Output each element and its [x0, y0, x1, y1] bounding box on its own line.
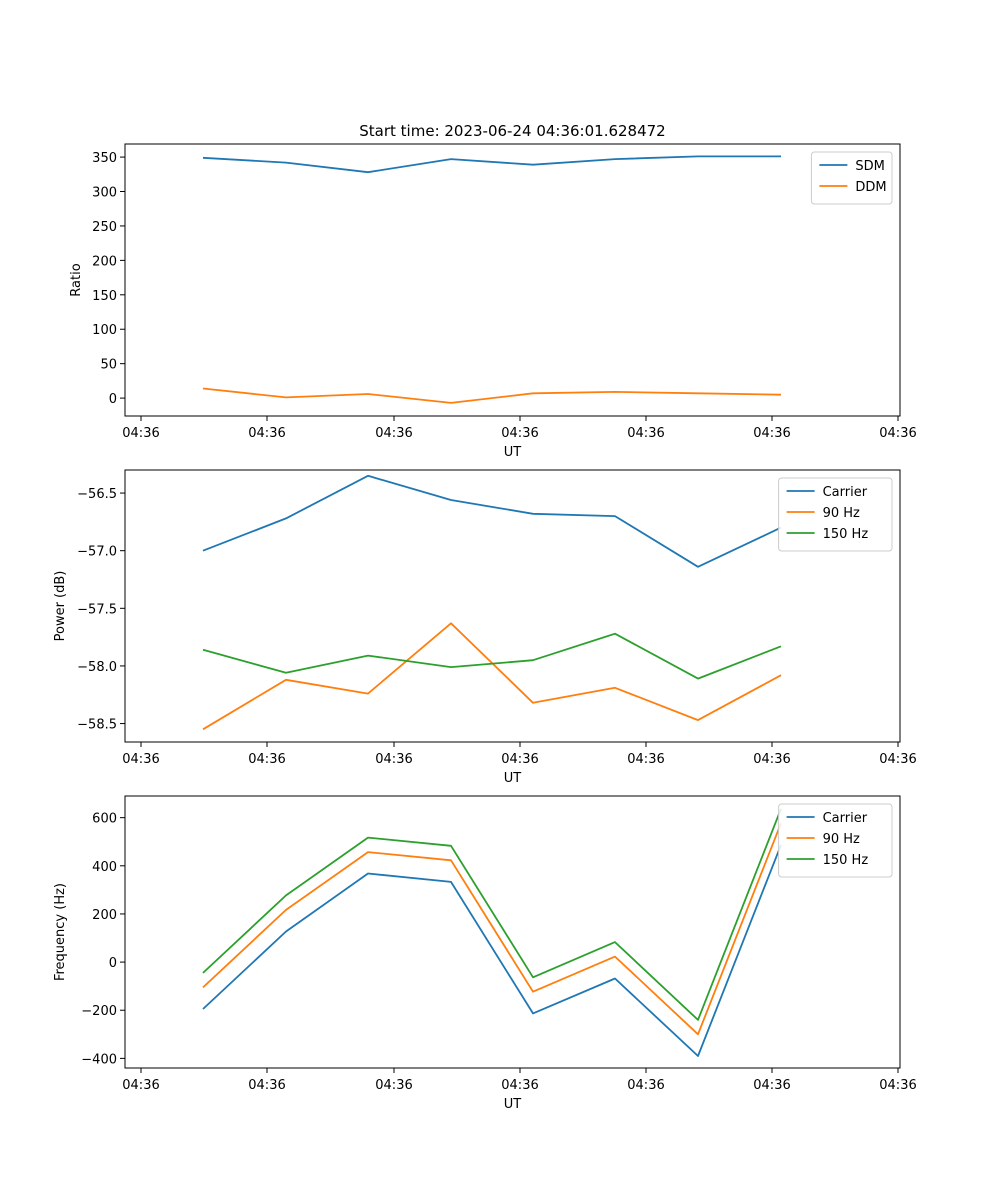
y-tick-label: −57.5 — [77, 602, 117, 617]
y-tick-label: 250 — [92, 220, 117, 235]
legend: SDM DDM — [810, 151, 893, 205]
legend-label: 90 Hz — [823, 506, 860, 521]
y-tick-label: 150 — [92, 289, 117, 304]
series-line-90-hz — [202, 822, 782, 1036]
x-tick-label: 04:36 — [879, 1078, 916, 1093]
x-tick-label: 04:36 — [879, 752, 916, 767]
y-tick-label: 200 — [92, 254, 117, 269]
axes-frame — [124, 795, 901, 1069]
x-tick-label: 04:36 — [879, 426, 916, 441]
y-axis-label: Frequency (Hz) — [53, 883, 68, 981]
y-tick-label: −57.0 — [77, 545, 117, 560]
y-tick-label: 300 — [92, 186, 117, 201]
series-line-carrier — [202, 474, 782, 568]
chart-panel-1: 04:36 04:36 04:36 04:36 04:36 04:36 04:36 UT 0 50… — [69, 143, 917, 460]
y-tick-label: −58.0 — [77, 660, 117, 675]
x-tick-label: 04:36 — [248, 1078, 285, 1093]
y-axis-label: Ratio — [69, 263, 84, 296]
y-tick-label: 200 — [92, 908, 117, 923]
y-tick-label: −58.5 — [77, 718, 117, 733]
x-tick-label: 04:36 — [627, 752, 664, 767]
x-axis-label: UT — [504, 771, 522, 786]
x-tick-label: 04:36 — [122, 426, 159, 441]
legend-label: DDM — [855, 180, 886, 195]
chart-panel-3: 04:36 04:36 04:36 04:36 04:36 04:36 04:36 UT −40… — [53, 795, 917, 1112]
series-line-150-hz — [202, 632, 782, 680]
x-axis-label: UT — [504, 445, 522, 460]
x-tick-label: 04:36 — [501, 426, 538, 441]
axes-container: 04:36 04:36 04:36 04:36 04:36 04:36 04:36 UT 0 50… — [53, 143, 917, 1112]
x-tick-label: 04:36 — [501, 752, 538, 767]
y-tick-label: −200 — [81, 1004, 117, 1019]
x-tick-label: 04:36 — [753, 752, 790, 767]
x-tick-label: 04:36 — [375, 1078, 412, 1093]
x-tick-label: 04:36 — [248, 426, 285, 441]
y-tick-label: 0 — [109, 956, 117, 971]
series-line-carrier — [202, 844, 782, 1057]
axes-frame — [124, 143, 901, 417]
series-line-ddm — [202, 387, 782, 404]
series-line-sdm — [202, 155, 781, 174]
x-tick-label: 04:36 — [753, 426, 790, 441]
x-tick-label: 04:36 — [122, 752, 159, 767]
x-tick-label: 04:36 — [627, 426, 664, 441]
x-tick-label: 04:36 — [501, 1078, 538, 1093]
legend-label: 150 Hz — [823, 527, 869, 542]
figure-title: Start time: 2023-06-24 04:36:01.628472 — [359, 122, 665, 140]
legend-label: 90 Hz — [823, 832, 860, 847]
legend: Carrier 90 Hz 150 Hz — [778, 803, 893, 878]
axes-frame — [124, 469, 901, 743]
y-tick-label: −400 — [81, 1052, 117, 1067]
y-tick-label: 600 — [92, 812, 117, 827]
x-axis-label: UT — [504, 1097, 522, 1112]
y-tick-label: 350 — [92, 151, 117, 166]
y-tick-label: −56.5 — [77, 487, 117, 502]
x-tick-label: 04:36 — [627, 1078, 664, 1093]
x-tick-label: 04:36 — [375, 752, 412, 767]
y-tick-label: 50 — [100, 358, 117, 373]
chart-panel-2: 04:36 04:36 04:36 04:36 04:36 04:36 04:36 UT −58… — [53, 469, 917, 786]
x-tick-label: 04:36 — [753, 1078, 790, 1093]
y-tick-label: 100 — [92, 323, 117, 338]
x-tick-label: 04:36 — [248, 752, 285, 767]
series-line-150-hz — [202, 808, 782, 1021]
legend: Carrier 90 Hz 150 Hz — [778, 477, 893, 552]
y-tick-label: 0 — [109, 392, 117, 407]
legend-label: Carrier — [823, 485, 868, 500]
legend-label: Carrier — [823, 811, 868, 826]
legend-label: 150 Hz — [823, 853, 869, 868]
x-tick-label: 04:36 — [122, 1078, 159, 1093]
x-tick-label: 04:36 — [375, 426, 412, 441]
legend-label: SDM — [855, 159, 884, 174]
y-tick-label: 400 — [92, 860, 117, 875]
y-axis-label: Power (dB) — [53, 571, 68, 642]
